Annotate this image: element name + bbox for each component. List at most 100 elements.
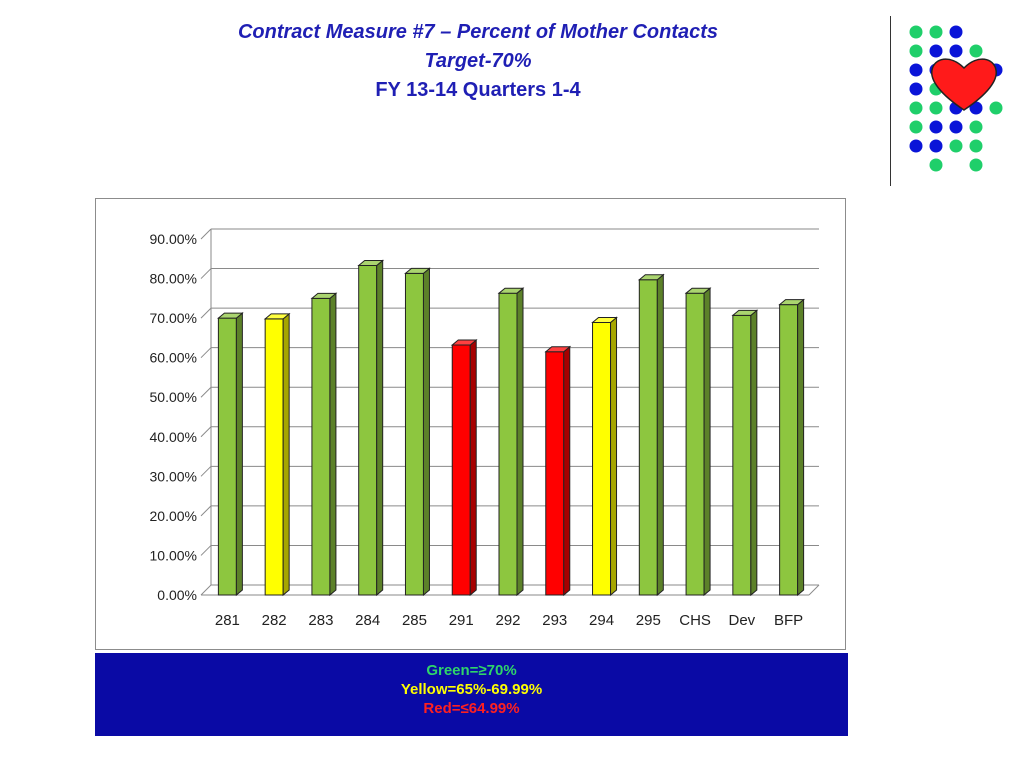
bar-top bbox=[450, 339, 478, 346]
x-tick-label: 295 bbox=[636, 612, 661, 629]
bar-282 bbox=[263, 312, 291, 597]
bar-front bbox=[311, 297, 331, 596]
slide-title: Contract Measure #7 – Percent of Mother … bbox=[120, 18, 836, 105]
logo-dot bbox=[949, 25, 963, 39]
logo-dot bbox=[949, 120, 963, 134]
gridline-diagonal bbox=[200, 386, 212, 398]
logo-dot bbox=[969, 158, 983, 172]
gridline-diagonal bbox=[200, 505, 212, 517]
bar-side bbox=[563, 345, 571, 597]
bar-side bbox=[329, 292, 337, 597]
bar-top bbox=[778, 299, 805, 306]
bar-side bbox=[422, 267, 430, 597]
gridline-diagonal bbox=[200, 307, 212, 319]
bar-Dev bbox=[731, 309, 759, 597]
bar-side bbox=[797, 298, 805, 597]
logo-dot bbox=[909, 139, 923, 153]
bar-CHS bbox=[684, 287, 712, 597]
bar-front bbox=[451, 344, 471, 596]
floor-edge bbox=[808, 584, 820, 596]
bar-front bbox=[545, 351, 565, 596]
bar-chart: 0.00% 10.00% 20.00% 30.00% 40.00% 50.00% 60.00… bbox=[95, 198, 846, 650]
legend-green: Green=≥70% bbox=[426, 662, 517, 679]
bar-top bbox=[497, 287, 525, 294]
title-line-1: Contract Measure #7 – Percent of Mother … bbox=[237, 21, 719, 43]
x-tick-label: CHS bbox=[679, 612, 711, 629]
gridline-diagonal bbox=[200, 584, 212, 596]
y-tick-label: 60.00% bbox=[150, 350, 197, 366]
legend-yellow: Yellow=65%-69.99% bbox=[400, 681, 543, 698]
x-tick-label: 294 bbox=[589, 612, 614, 629]
bar-front bbox=[217, 317, 237, 596]
bar-top bbox=[731, 309, 759, 316]
bar-292 bbox=[497, 287, 525, 597]
y-tick-label: 10.00% bbox=[150, 547, 197, 563]
y-tick-label: 0.00% bbox=[157, 587, 197, 603]
bar-side bbox=[469, 338, 477, 597]
logo-dot bbox=[909, 120, 923, 134]
bar-side bbox=[282, 312, 290, 597]
y-tick-label: 90.00% bbox=[150, 231, 197, 247]
bar-top bbox=[544, 346, 572, 353]
bar-295 bbox=[637, 273, 665, 597]
logo-dot bbox=[909, 44, 923, 58]
logo-dot bbox=[909, 82, 923, 96]
logo-dot bbox=[969, 139, 983, 153]
logo-dot bbox=[909, 25, 923, 39]
bar-front bbox=[358, 265, 378, 596]
divider-line bbox=[890, 16, 891, 186]
gridline-diagonal bbox=[200, 545, 212, 556]
x-tick-label: 291 bbox=[449, 612, 474, 629]
logo-dot bbox=[969, 44, 983, 58]
x-tick-label: BFP bbox=[774, 612, 803, 629]
bar-front bbox=[779, 304, 799, 596]
gridline-diagonal bbox=[200, 347, 212, 359]
color-legend: Green=≥70% Yellow=65%-69.99% Red=≤64.99% bbox=[95, 653, 848, 736]
y-tick-label: 70.00% bbox=[150, 310, 197, 326]
heart-icon bbox=[931, 58, 997, 111]
bar-291 bbox=[450, 338, 478, 597]
bar-side bbox=[516, 287, 524, 597]
gridline-diagonal bbox=[200, 268, 212, 279]
bar-front bbox=[498, 292, 518, 596]
bar-front bbox=[685, 292, 705, 596]
x-tick-label: 292 bbox=[495, 612, 520, 629]
chart-svg: 0.00% 10.00% 20.00% 30.00% 40.00% 50.00% 60.00… bbox=[150, 228, 820, 629]
bar-top bbox=[310, 292, 338, 299]
x-tick-label: 282 bbox=[262, 612, 287, 629]
bar-top bbox=[404, 267, 431, 274]
legend-red: Red=≤64.99% bbox=[423, 700, 520, 717]
y-tick-label: 50.00% bbox=[150, 389, 197, 405]
logo-dot bbox=[929, 44, 943, 58]
x-tick-label: 283 bbox=[308, 612, 333, 629]
logo-dot bbox=[969, 120, 983, 134]
bar-283 bbox=[310, 292, 338, 597]
bar-top bbox=[263, 313, 291, 320]
bar-top bbox=[591, 316, 618, 323]
bar-front bbox=[404, 272, 424, 596]
y-tick-label: 40.00% bbox=[150, 429, 197, 445]
bar-side bbox=[235, 312, 243, 597]
logo-dot bbox=[929, 25, 943, 39]
bar-top bbox=[217, 312, 244, 319]
x-tick-label: Dev bbox=[729, 612, 756, 629]
gridline-diagonal bbox=[200, 228, 212, 240]
logo-dot bbox=[949, 139, 963, 153]
bar-281 bbox=[217, 312, 244, 597]
gridline-diagonal bbox=[200, 465, 212, 477]
bar-side bbox=[750, 309, 758, 597]
logo-dot bbox=[909, 101, 923, 115]
bar-front bbox=[592, 321, 612, 596]
title-line-2: Target-70% bbox=[424, 50, 532, 72]
logo-dot bbox=[909, 63, 923, 77]
title-line-3: FY 13-14 Quarters 1-4 bbox=[375, 79, 581, 101]
bar-285 bbox=[404, 267, 431, 597]
logo-dot bbox=[929, 139, 943, 153]
gridline-diagonal bbox=[200, 426, 212, 438]
bar-293 bbox=[544, 345, 572, 597]
bar-294 bbox=[591, 316, 618, 597]
bar-front bbox=[638, 279, 658, 596]
logo-dot bbox=[949, 44, 963, 58]
logo-dot bbox=[929, 101, 943, 115]
bar-BFP bbox=[778, 298, 805, 597]
